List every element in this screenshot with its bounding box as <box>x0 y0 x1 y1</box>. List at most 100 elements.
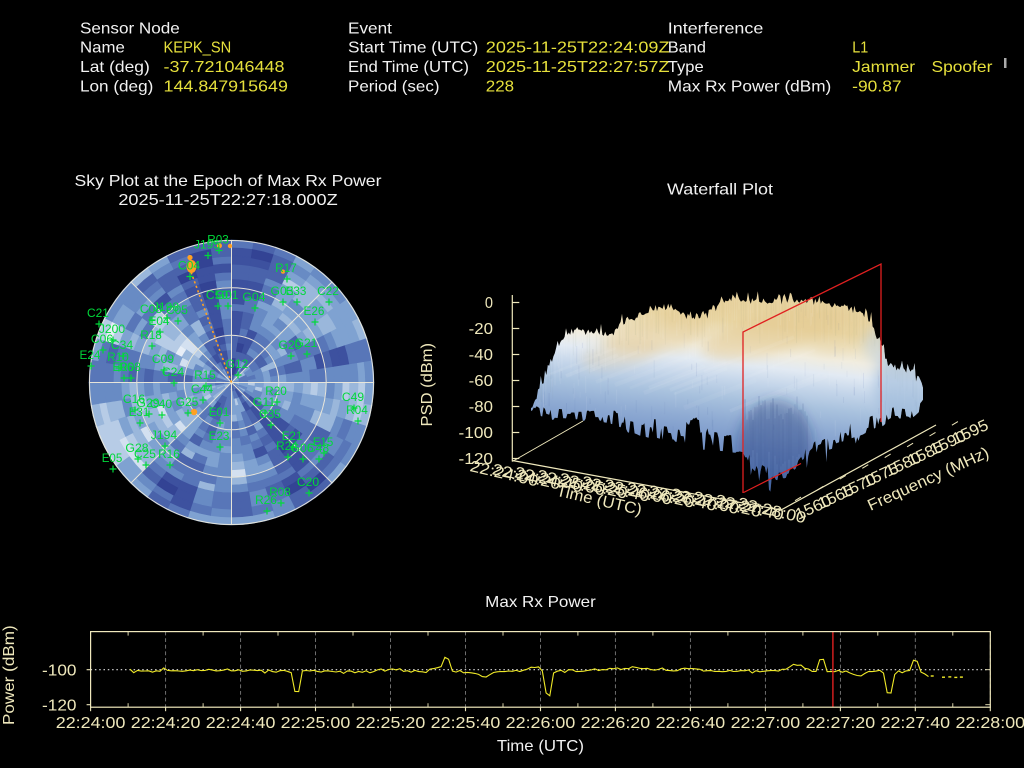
svg-text:G11: G11 <box>253 395 276 409</box>
svg-text:Time (UTC): Time (UTC) <box>497 738 584 755</box>
svg-text:-37.721046448: -37.721046448 <box>164 59 285 76</box>
svg-text:J195: J195 <box>194 237 220 251</box>
svg-text:2025-11-25T22:27:57Z: 2025-11-25T22:27:57Z <box>486 59 670 76</box>
svg-text:G04: G04 <box>242 290 266 304</box>
svg-text:C05: C05 <box>166 303 188 317</box>
svg-text:E26: E26 <box>304 304 325 318</box>
svg-text:L1: L1 <box>852 39 868 56</box>
svg-text:C04: C04 <box>178 258 201 272</box>
svg-text:22:27:00: 22:27:00 <box>731 715 801 732</box>
svg-text:E06: E06 <box>113 360 134 374</box>
svg-text:22:26:40: 22:26:40 <box>656 715 726 732</box>
svg-text:22:25:00: 22:25:00 <box>281 715 351 732</box>
svg-text:-120: -120 <box>459 451 494 468</box>
svg-text:C06: C06 <box>91 332 114 346</box>
svg-text:C34: C34 <box>111 338 134 352</box>
svg-text:C16: C16 <box>123 392 146 406</box>
svg-text:22:27:40: 22:27:40 <box>881 715 951 732</box>
svg-text:Event: Event <box>348 20 392 37</box>
svg-text:Start Time (UTC): Start Time (UTC) <box>348 39 478 56</box>
svg-text:R03: R03 <box>207 232 229 246</box>
svg-text:R24: R24 <box>276 439 298 453</box>
svg-text:Type: Type <box>668 59 704 76</box>
svg-text:-90.87: -90.87 <box>852 78 902 95</box>
svg-text:Waterfall Plot: Waterfall Plot <box>667 182 774 199</box>
svg-text:C40: C40 <box>150 397 173 411</box>
svg-text:E01: E01 <box>209 405 230 419</box>
svg-text:Lon (deg): Lon (deg) <box>80 78 153 95</box>
svg-text:C24: C24 <box>162 365 185 379</box>
svg-text:Max Rx Power (dBm): Max Rx Power (dBm) <box>668 78 832 95</box>
svg-text:-60: -60 <box>469 373 493 390</box>
svg-text:R08: R08 <box>119 360 141 374</box>
svg-text:C50: C50 <box>206 288 229 302</box>
svg-text:E31: E31 <box>129 405 150 419</box>
svg-text:22:24:20: 22:24:20 <box>131 715 201 732</box>
svg-text:E21: E21 <box>282 429 303 443</box>
svg-text:Max Rx Power: Max Rx Power <box>485 594 596 611</box>
svg-text:C49: C49 <box>342 390 364 404</box>
svg-text:PSD (dBm): PSD (dBm) <box>419 343 436 427</box>
svg-text:G21: G21 <box>295 336 318 350</box>
svg-text:22:25:40: 22:25:40 <box>431 715 501 732</box>
svg-text:Jammer: Jammer <box>852 59 916 76</box>
svg-text:C25: C25 <box>134 447 156 461</box>
svg-text:R16: R16 <box>158 447 180 461</box>
svg-text:-100: -100 <box>42 662 77 679</box>
svg-text:G20: G20 <box>278 338 301 352</box>
svg-text:E04: E04 <box>149 314 170 328</box>
svg-text:E24: E24 <box>80 348 101 362</box>
svg-text:C22: C22 <box>317 284 339 298</box>
svg-text:G28: G28 <box>125 441 148 455</box>
svg-text:22:24:40: 22:24:40 <box>206 715 276 732</box>
svg-text:R10: R10 <box>107 350 129 364</box>
svg-text:E15: E15 <box>313 435 334 449</box>
svg-text:2025-11-25T22:27:18.000Z: 2025-11-25T22:27:18.000Z <box>118 192 338 209</box>
svg-text:R20: R20 <box>265 384 287 398</box>
svg-text:C20: C20 <box>297 475 320 489</box>
svg-text:-120: -120 <box>42 697 77 714</box>
svg-text:R26: R26 <box>255 493 277 507</box>
svg-text:R15: R15 <box>194 368 216 382</box>
svg-text:22:24:00: 22:24:00 <box>56 715 126 732</box>
svg-text:J198: J198 <box>153 300 180 314</box>
svg-text:-20: -20 <box>469 321 493 338</box>
svg-text:Spoofer: Spoofer <box>932 59 994 76</box>
svg-text:KEPK_SN: KEPK_SN <box>164 39 232 56</box>
svg-text:R08: R08 <box>269 485 291 499</box>
svg-text:C44: C44 <box>191 382 214 396</box>
svg-text:0: 0 <box>485 295 493 312</box>
svg-text:Name: Name <box>80 39 125 56</box>
svg-text:J194: J194 <box>151 428 178 442</box>
svg-text:G12: G12 <box>226 357 249 371</box>
svg-text:22:27:20: 22:27:20 <box>806 715 876 732</box>
svg-text:22:25:20: 22:25:20 <box>356 715 426 732</box>
svg-text:R18: R18 <box>140 328 162 342</box>
svg-text:E33: E33 <box>286 284 307 298</box>
svg-text:G01: G01 <box>216 288 239 302</box>
svg-text:Sky Plot at the Epoch of Max R: Sky Plot at the Epoch of Max Rx Power <box>75 173 383 190</box>
svg-text:C09: C09 <box>152 352 174 366</box>
svg-text:Period (sec): Period (sec) <box>348 78 440 95</box>
svg-text:144.847915649: 144.847915649 <box>164 78 289 95</box>
svg-text:J200: J200 <box>99 322 126 336</box>
svg-text:22:26:20: 22:26:20 <box>581 715 651 732</box>
svg-text:Power (dBm): Power (dBm) <box>1 625 18 725</box>
svg-text:G25: G25 <box>176 395 199 409</box>
svg-text:228: 228 <box>486 78 514 95</box>
svg-text:22:28:00: 22:28:00 <box>956 715 1024 732</box>
svg-text:E05: E05 <box>102 451 123 465</box>
svg-text:G06: G06 <box>290 441 313 455</box>
svg-text:Interference: Interference <box>668 20 764 37</box>
svg-text:C35: C35 <box>259 407 281 421</box>
svg-text:Band: Band <box>668 39 706 56</box>
svg-text:R17: R17 <box>275 261 297 275</box>
svg-text:22:26:00: 22:26:00 <box>506 715 576 732</box>
svg-text:Lat (deg): Lat (deg) <box>80 59 150 76</box>
svg-text:2025-11-25T22:24:09Z: 2025-11-25T22:24:09Z <box>486 39 670 56</box>
svg-text:C08: C08 <box>140 302 163 316</box>
svg-text:G03: G03 <box>271 284 294 298</box>
svg-text:G29: G29 <box>136 396 159 410</box>
svg-text:E23: E23 <box>209 429 230 443</box>
svg-text:-80: -80 <box>469 399 493 416</box>
